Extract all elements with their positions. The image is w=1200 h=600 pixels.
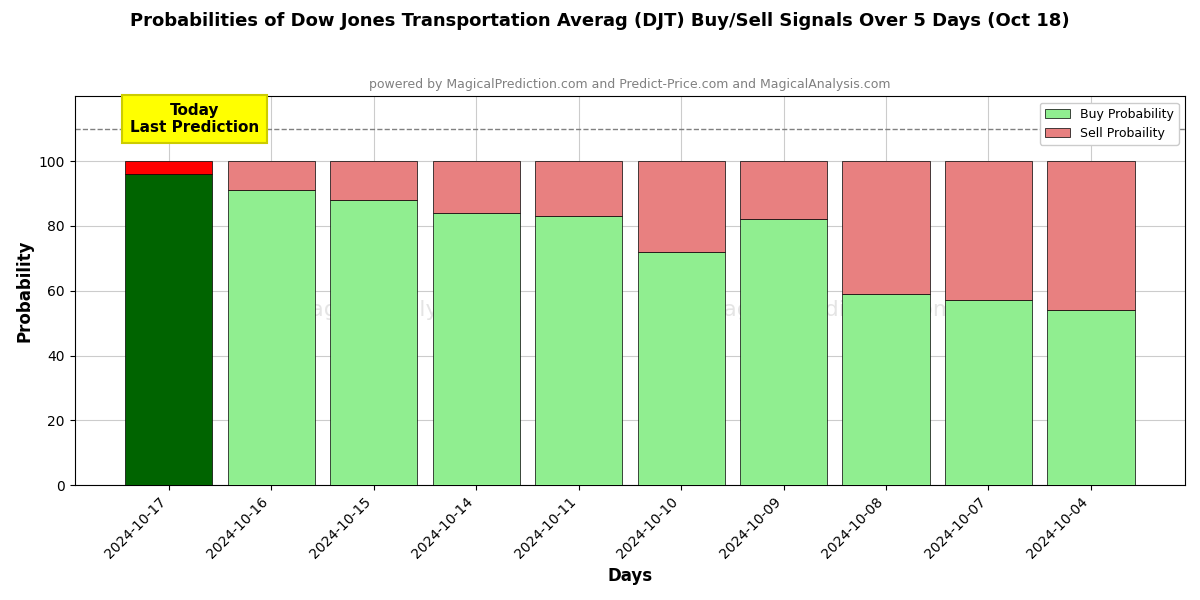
Legend: Buy Probability, Sell Probaility: Buy Probability, Sell Probaility xyxy=(1040,103,1178,145)
Bar xyxy=(432,161,520,213)
Bar xyxy=(842,161,930,294)
Bar xyxy=(1048,161,1134,310)
Y-axis label: Probability: Probability xyxy=(16,239,34,342)
Bar xyxy=(535,216,622,485)
Bar xyxy=(125,161,212,174)
Text: Today
Last Prediction: Today Last Prediction xyxy=(130,103,259,135)
Bar xyxy=(228,161,314,190)
Bar xyxy=(125,174,212,485)
Bar xyxy=(740,220,827,485)
Title: powered by MagicalPrediction.com and Predict-Price.com and MagicalAnalysis.com: powered by MagicalPrediction.com and Pre… xyxy=(370,78,890,91)
Bar xyxy=(330,161,418,200)
Bar xyxy=(740,161,827,220)
X-axis label: Days: Days xyxy=(607,567,653,585)
Bar xyxy=(535,161,622,216)
Text: MagicalPrediction.com: MagicalPrediction.com xyxy=(704,300,955,320)
Bar xyxy=(944,301,1032,485)
Text: MagicalAnalysis.com: MagicalAnalysis.com xyxy=(292,300,523,320)
Bar xyxy=(1048,310,1134,485)
Bar xyxy=(637,161,725,252)
Bar xyxy=(228,190,314,485)
Bar xyxy=(432,213,520,485)
Bar xyxy=(944,161,1032,301)
Text: Probabilities of Dow Jones Transportation Averag (DJT) Buy/Sell Signals Over 5 D: Probabilities of Dow Jones Transportatio… xyxy=(130,12,1070,30)
Bar xyxy=(842,294,930,485)
Bar xyxy=(330,200,418,485)
Bar xyxy=(637,252,725,485)
